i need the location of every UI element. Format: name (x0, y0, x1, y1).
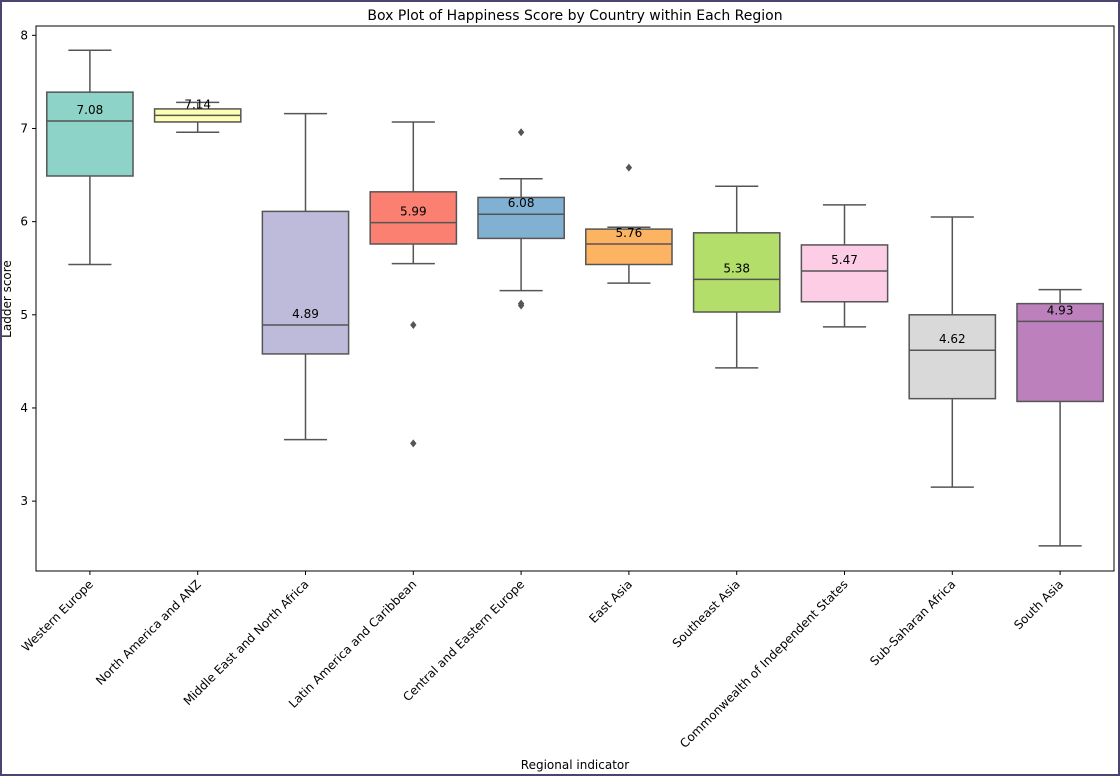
y-tick-label: 7 (20, 121, 28, 135)
y-tick-label: 5 (20, 308, 28, 322)
box-body (585, 228, 673, 266)
median-value-label: 4.89 (292, 307, 319, 321)
y-tick-label: 4 (20, 401, 28, 415)
outlier-point (410, 439, 417, 448)
median-value-label: 5.99 (400, 205, 427, 219)
outlier-point (517, 128, 525, 137)
median-value-label: 6.08 (508, 196, 535, 210)
x-tick-label: Latin America and Caribbean (286, 577, 419, 710)
x-tick-label: Middle East and North Africa (181, 577, 312, 708)
box-1: 7.14 (153, 97, 242, 133)
box-body (369, 191, 458, 245)
box-body (477, 196, 565, 240)
x-tick-label: Southeast Asia (670, 577, 743, 650)
x-tick-label: Sub-Saharan Africa (867, 577, 958, 668)
outlier-point (517, 301, 525, 310)
x-axis-label: Regional indicator (521, 758, 629, 772)
x-tick-label: North America and ANZ (93, 577, 204, 688)
y-axis: 3 4 5 6 7 8 (20, 28, 36, 508)
box-body (1016, 302, 1104, 403)
outlier-point (625, 163, 633, 172)
box-body (692, 232, 781, 313)
box-body (261, 210, 350, 355)
median-value-label: 7.08 (77, 103, 104, 117)
y-tick-label: 6 (20, 215, 28, 229)
box-3: 5.99 (369, 121, 458, 448)
x-tick-label: Western Europe (19, 577, 96, 654)
box-2: 4.89 (261, 112, 350, 441)
y-tick-label: 8 (20, 28, 28, 42)
x-tick-label: Commonwealth of Independent States (677, 577, 850, 750)
median-value-label: 5.47 (831, 253, 858, 267)
box-series: 7.08 7.14 4.89 5.99 6.08 5.76 5.38 5.47 4.62 4.93 (46, 49, 1104, 547)
median-value-label: 7.14 (184, 97, 211, 111)
box-body (46, 91, 134, 177)
plot-area (35, 25, 1115, 572)
median-value-label: 5.38 (723, 261, 750, 275)
box-4: 6.08 (477, 128, 565, 310)
box-8: 4.62 (908, 216, 997, 488)
box-7: 5.47 (800, 204, 889, 328)
box-body (908, 314, 997, 400)
y-tick-label: 3 (20, 494, 28, 508)
x-tick-label: Central and Eastern Europe (400, 577, 527, 704)
x-tick-label: East Asia (586, 577, 635, 626)
box-6: 5.38 (692, 185, 781, 369)
median-value-label: 4.93 (1047, 303, 1074, 317)
box-0: 7.08 (46, 49, 134, 266)
y-axis-label: Ladder score (0, 260, 14, 338)
x-tick-label: South Asia (1011, 577, 1066, 632)
box-9: 4.93 (1016, 288, 1104, 547)
median-value-label: 4.62 (939, 332, 966, 346)
median-value-label: 5.76 (616, 226, 643, 240)
box-body (800, 244, 889, 303)
chart-title: Box Plot of Happiness Score by Country w… (367, 8, 782, 24)
outlier-point (410, 321, 417, 330)
box-5: 5.76 (585, 163, 673, 284)
